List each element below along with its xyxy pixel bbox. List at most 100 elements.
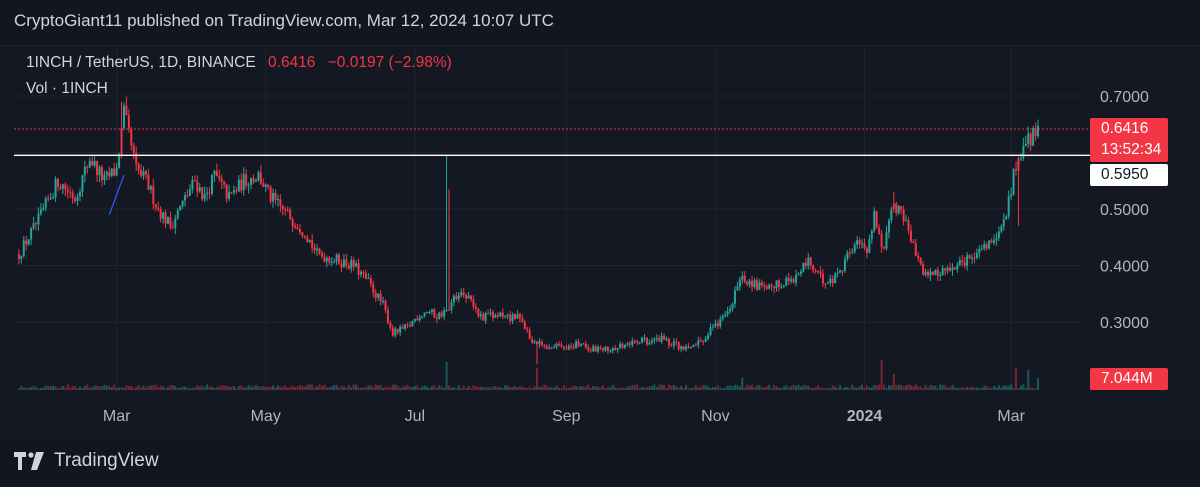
- candle-body: [1005, 216, 1008, 220]
- candle-body: [753, 280, 756, 288]
- volume-bar: [71, 386, 74, 390]
- candle-body: [30, 228, 33, 240]
- volume-bar: [330, 386, 333, 390]
- volume-bar: [726, 385, 729, 390]
- candle-body: [702, 340, 705, 342]
- volume-bar: [553, 387, 556, 390]
- candle-body: [946, 267, 949, 271]
- volume-bar: [56, 388, 59, 390]
- candle-body: [396, 328, 399, 333]
- candle-body: [853, 244, 856, 252]
- volume-bar: [276, 385, 279, 390]
- volume-bar: [482, 386, 485, 390]
- volume-bar: [91, 386, 94, 390]
- candle-body: [621, 343, 624, 348]
- candle-body: [1034, 128, 1037, 137]
- tradingview-logo[interactable]: TradingView: [14, 450, 159, 472]
- candle-body: [927, 271, 930, 276]
- volume-bar: [985, 386, 988, 390]
- candle-body: [86, 166, 89, 168]
- candle-body: [814, 270, 817, 272]
- volume-bar: [790, 386, 793, 390]
- volume-bar: [741, 378, 744, 390]
- volume-bar: [164, 388, 167, 390]
- volume-bar: [120, 387, 123, 390]
- volume-bar: [210, 386, 213, 390]
- volume-bar: [1012, 387, 1015, 390]
- volume-bar: [922, 388, 925, 390]
- candle-body: [540, 341, 543, 346]
- volume-bar: [435, 387, 438, 390]
- candle-body: [34, 223, 37, 225]
- volume-bar: [174, 385, 177, 390]
- candle-body: [438, 312, 441, 320]
- volume-bar: [181, 386, 184, 390]
- candle-body: [250, 178, 253, 185]
- volume-bar: [758, 384, 761, 390]
- volume-bar: [52, 385, 55, 390]
- candle-body: [394, 328, 397, 336]
- candle-body: [863, 243, 866, 249]
- volume-bar: [501, 387, 504, 390]
- volume-bar: [592, 386, 595, 390]
- candle-body: [166, 217, 169, 224]
- candle-body: [74, 198, 77, 201]
- volume-bar: [763, 387, 766, 390]
- candle-body: [284, 209, 287, 211]
- volume-bar: [826, 388, 829, 390]
- candle-body: [611, 347, 614, 351]
- volume-bar: [25, 387, 28, 390]
- volume-bar: [621, 387, 624, 390]
- candle-body: [418, 317, 421, 321]
- candle-body: [264, 184, 267, 187]
- candle-body: [88, 160, 91, 168]
- candle-body: [448, 309, 451, 311]
- candle-body: [66, 189, 69, 192]
- candle-body: [154, 204, 157, 208]
- volume-bar: [538, 386, 541, 390]
- volume-bar: [49, 386, 52, 390]
- candle-body: [159, 208, 162, 219]
- volume-bar: [949, 386, 952, 390]
- candle-body: [269, 186, 272, 202]
- candle-body: [188, 189, 191, 196]
- candle-body: [430, 309, 433, 312]
- candle-body: [404, 324, 407, 329]
- volume-bar: [64, 387, 67, 390]
- chart-area[interactable]: [0, 46, 1200, 436]
- candle-body: [721, 316, 724, 320]
- volume-bar: [858, 386, 861, 390]
- volume-bar: [135, 386, 138, 390]
- volume-bar: [814, 387, 817, 390]
- candle-body: [538, 341, 541, 345]
- volume-bar: [88, 387, 91, 390]
- candle-body: [812, 265, 815, 271]
- volume-bar: [1034, 388, 1037, 390]
- candle-body: [462, 292, 465, 296]
- volume-bar: [328, 387, 331, 390]
- tradingview-brand: TradingView: [54, 450, 159, 471]
- volume-bar: [474, 386, 477, 390]
- volume-bar: [96, 385, 99, 390]
- volume-bar: [433, 384, 436, 390]
- candle-body: [667, 338, 670, 346]
- volume-bar: [162, 386, 165, 390]
- volume-bar: [220, 385, 223, 390]
- candle-body: [389, 322, 392, 328]
- candle-body: [276, 199, 279, 201]
- candle-body: [809, 257, 812, 266]
- volume-bar: [963, 387, 966, 390]
- candle-body: [340, 263, 343, 268]
- volume-bar: [379, 384, 382, 390]
- volume-bar: [780, 388, 783, 390]
- volume-bar: [748, 385, 751, 390]
- candle-body: [1012, 169, 1015, 195]
- volume-bar: [494, 386, 497, 390]
- candle-body: [52, 197, 55, 199]
- candle-body: [638, 342, 641, 344]
- volume-bar: [655, 387, 658, 390]
- volume-bar: [839, 384, 842, 390]
- candle-body: [105, 172, 108, 175]
- volume-bar: [408, 386, 411, 390]
